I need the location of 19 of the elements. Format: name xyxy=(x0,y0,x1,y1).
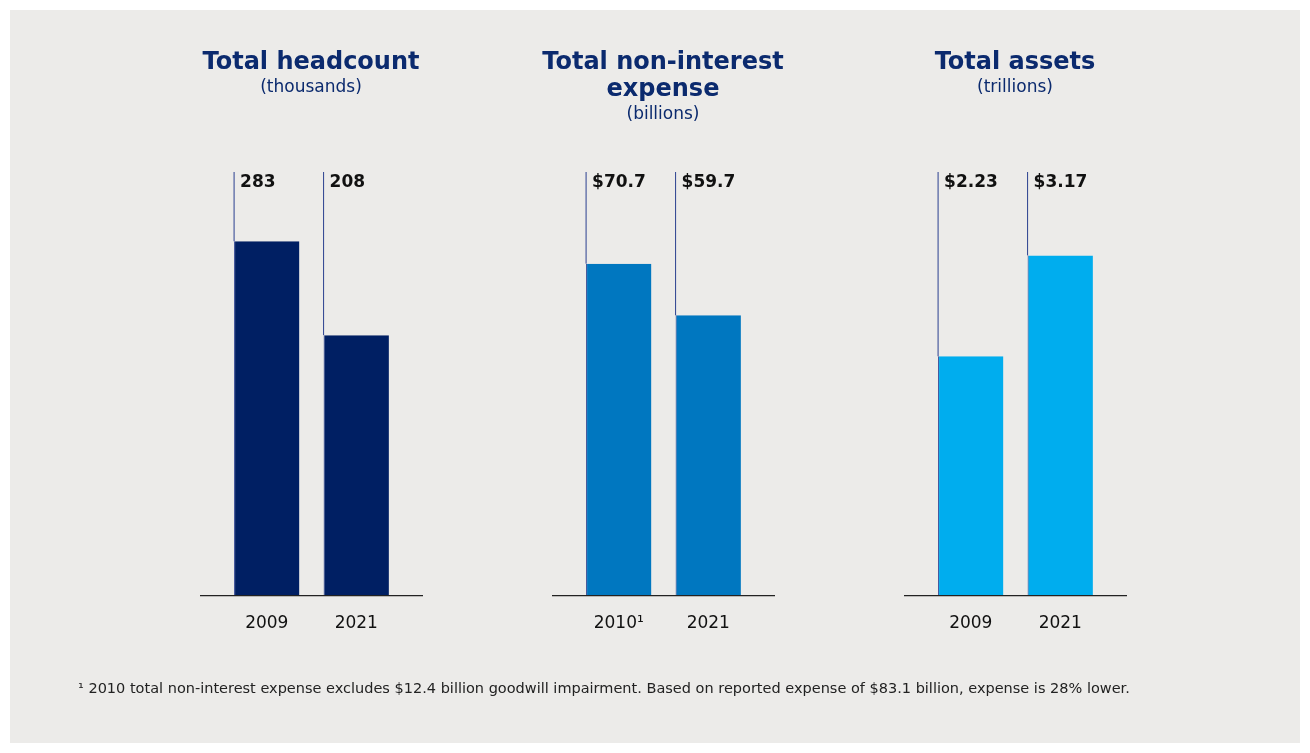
data-label: $2.23 xyxy=(944,170,998,191)
chart-subtitle: (thousands) xyxy=(259,75,363,97)
data-label: 208 xyxy=(329,170,366,191)
x-tick-label: 2021 xyxy=(686,612,730,633)
x-tick-label: 2021 xyxy=(334,612,378,633)
x-tick-label: 2009 xyxy=(949,612,993,633)
chart-title: Total assets xyxy=(934,47,1096,75)
chart-subtitle: (trillions) xyxy=(976,75,1054,97)
data-label: $3.17 xyxy=(1033,170,1088,191)
chart-title: Total headcount xyxy=(202,47,420,75)
chart-title: Total non-interest expense xyxy=(542,47,784,102)
chart-subtitle: (billions) xyxy=(625,102,701,124)
x-tick-label: 2010¹ xyxy=(593,612,644,633)
x-tick-label: 2021 xyxy=(1038,612,1082,633)
data-label: 283 xyxy=(240,170,276,191)
data-label: $59.7 xyxy=(681,170,736,191)
x-tick-label: 2009 xyxy=(245,612,289,633)
data-label: $70.7 xyxy=(592,170,646,191)
text: ¹ 2010 total non-interest expense excludes $12.4 billion goodwill impairment. Based on reported expense of $83.1 billion, expense is 28% lower. xyxy=(78,680,1130,696)
